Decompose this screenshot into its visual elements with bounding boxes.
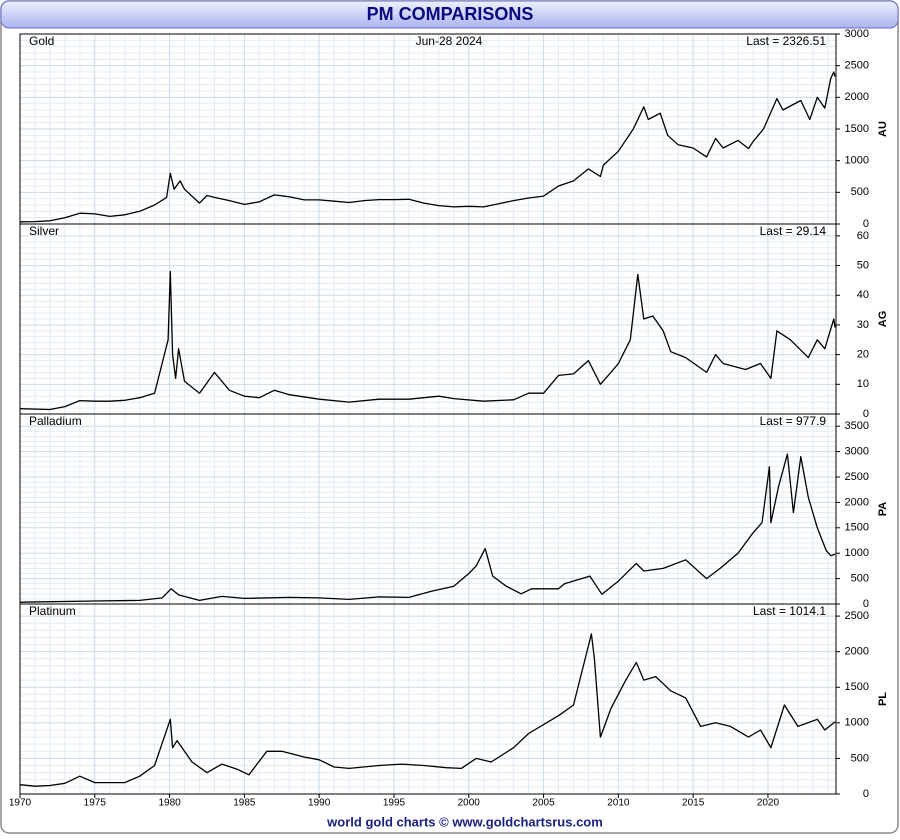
- axis-label: AG: [877, 311, 889, 328]
- x-tick-label: 2000: [458, 798, 481, 809]
- y-tick-label: 0: [863, 598, 869, 610]
- y-tick-label: 3000: [845, 445, 869, 457]
- last-value: Last = 1014.1: [753, 604, 826, 618]
- panel-title: Silver: [29, 224, 59, 238]
- y-tick-label: 500: [851, 186, 869, 198]
- x-tick-label: 1995: [383, 798, 406, 809]
- panel-title: Palladium: [29, 414, 82, 428]
- y-tick-label: 20: [857, 349, 869, 361]
- line: [19, 633, 836, 787]
- x-tick-label: 2010: [607, 798, 630, 809]
- panel-title: Gold: [29, 34, 54, 48]
- y-tick-label: 1500: [845, 681, 869, 693]
- y-tick-label: 1000: [845, 547, 869, 559]
- x-tick-label: 2020: [757, 798, 780, 809]
- line: [19, 453, 836, 603]
- y-tick-label: 2500: [845, 610, 869, 622]
- y-tick-label: 2000: [845, 91, 869, 103]
- line: [19, 270, 836, 411]
- axis-label: AU: [877, 121, 889, 137]
- y-tick-label: 2000: [845, 646, 869, 658]
- y-tick-label: 1500: [845, 123, 869, 135]
- y-tick-label: 50: [857, 259, 869, 271]
- x-tick-label: 2005: [532, 798, 555, 809]
- date: Jun-28 2024: [416, 34, 483, 48]
- y-tick-label: 1000: [845, 717, 869, 729]
- y-tick-label: 0: [863, 408, 869, 420]
- y-tick-label: 500: [851, 752, 869, 764]
- x-tick-label: 1970: [9, 798, 32, 809]
- y-tick-label: 3000: [845, 28, 869, 40]
- y-tick-label: 10: [857, 378, 869, 390]
- x-tick-label: 1990: [308, 798, 331, 809]
- title-bar: [0, 0, 899, 29]
- panel-title: Platinum: [29, 604, 76, 618]
- y-tick-label: 1000: [845, 155, 869, 167]
- y-tick-label: 0: [863, 788, 869, 800]
- y-tick-label: 40: [857, 289, 869, 301]
- y-tick-label: 2500: [845, 471, 869, 483]
- x-tick-label: 1980: [158, 798, 181, 809]
- axis-label: PA: [877, 502, 889, 517]
- y-tick-label: 2000: [845, 496, 869, 508]
- y-tick-label: 2500: [845, 60, 869, 72]
- plot-border: [19, 603, 837, 795]
- y-tick-label: 500: [851, 573, 869, 585]
- y-tick-label: 3500: [845, 420, 869, 432]
- line: [19, 71, 836, 223]
- last-value: Last = 977.9: [760, 414, 827, 428]
- y-tick-label: 30: [857, 319, 869, 331]
- footer: world gold charts © www.goldchartsrus.co…: [326, 814, 603, 829]
- x-tick-label: 1985: [233, 798, 256, 809]
- y-tick-label: 1500: [845, 522, 869, 534]
- axis-label: PL: [877, 692, 889, 706]
- y-tick-label: 0: [863, 218, 869, 230]
- page-title: PM COMPARISONS: [367, 4, 534, 24]
- last-value: Last = 29.14: [760, 224, 827, 238]
- x-tick-label: 2015: [682, 798, 705, 809]
- last-value: Last = 2326.51: [746, 34, 826, 48]
- y-tick-label: 60: [857, 230, 869, 242]
- x-tick-label: 1975: [84, 798, 107, 809]
